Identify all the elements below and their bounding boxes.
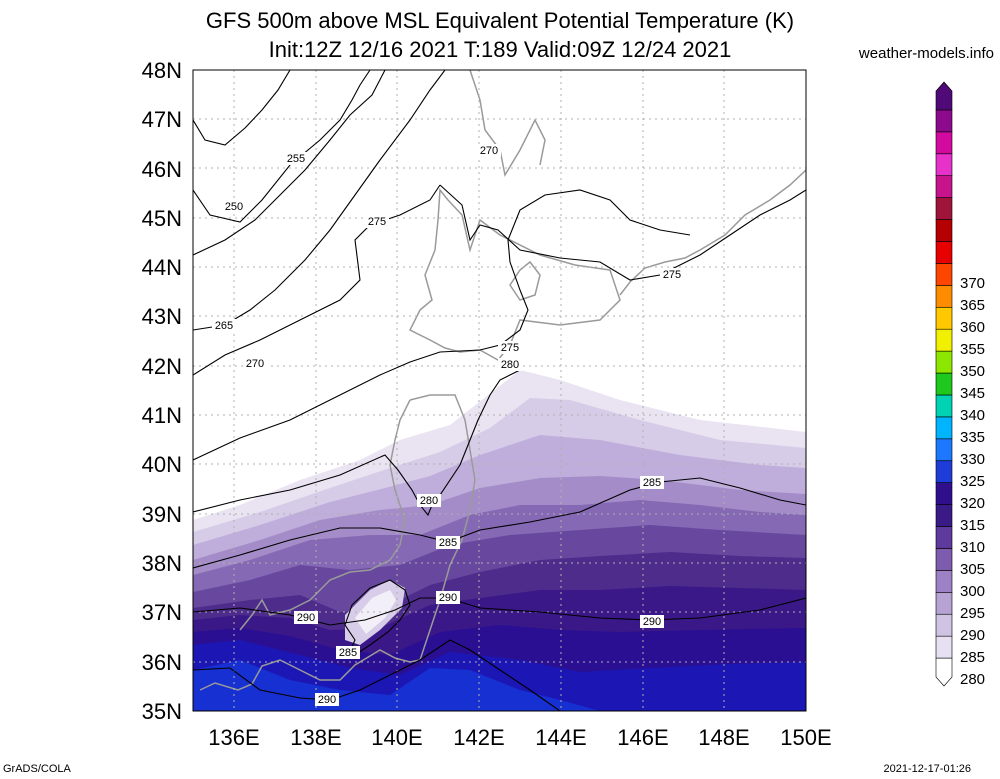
- contour-label: 280: [501, 359, 519, 371]
- lon-label: 138E: [290, 725, 341, 750]
- contour-label: 275: [501, 342, 519, 354]
- colorbar-label: 315: [960, 517, 985, 534]
- contour-label: 290: [318, 694, 336, 706]
- colorbar-swatch: [935, 328, 953, 352]
- lon-label: 150E: [780, 725, 831, 750]
- map-frame: [192, 69, 807, 712]
- lat-label: 39N: [142, 502, 182, 527]
- colorbar-swatch: [935, 416, 953, 440]
- colorbar-swatch: [935, 548, 953, 571]
- colorbar-swatch: [935, 635, 953, 659]
- contour-label: 290: [297, 612, 315, 624]
- colorbar-swatch: [935, 175, 953, 198]
- lat-label: 46N: [142, 157, 182, 182]
- contour-label: 285: [339, 647, 357, 659]
- lat-label: 48N: [142, 58, 182, 83]
- colorbar-label: 370: [960, 275, 985, 292]
- colorbar-swatch: [935, 438, 953, 462]
- colorbar-label: 365: [960, 297, 985, 314]
- colorbar-label: 355: [960, 341, 985, 358]
- lon-label: 148E: [698, 725, 749, 750]
- lat-label: 36N: [142, 650, 182, 675]
- colorbar-label: 345: [960, 385, 985, 402]
- colorbar-swatch: [935, 394, 953, 418]
- contour-label: 280: [420, 495, 438, 507]
- contour-label: 250: [225, 201, 243, 213]
- contour-label: 265: [215, 320, 233, 332]
- lat-label: 40N: [142, 452, 182, 477]
- colorbar-label: 330: [960, 451, 985, 468]
- colorbar-label: 305: [960, 561, 985, 578]
- colorbar-label: 310: [960, 539, 985, 556]
- source-site: weather-models.info: [858, 45, 994, 62]
- colorbar-swatch: [935, 460, 953, 483]
- colorbar-swatch: [935, 504, 953, 527]
- colorbar-swatch: [935, 131, 953, 155]
- lon-label: 140E: [371, 725, 422, 750]
- colorbar-swatch: [935, 306, 953, 330]
- latitude-axis: 48N 47N 46N 45N 44N 43N 42N 41N 40N 39N …: [142, 58, 182, 724]
- colorbar-label: 300: [960, 583, 985, 600]
- contour-label: 270: [246, 358, 264, 370]
- contour-label: 255: [287, 153, 305, 165]
- lat-label: 45N: [142, 206, 182, 231]
- colorbar-label: 320: [960, 495, 985, 512]
- lat-label: 38N: [142, 551, 182, 576]
- contour-label: 275: [663, 269, 681, 281]
- colorbar-swatch: [935, 241, 953, 264]
- colorbar-swatch: [935, 570, 953, 593]
- footer-timestamp: 2021-12-17-01:26: [883, 763, 971, 775]
- colorbar-label: 280: [960, 671, 985, 688]
- colorbar-swatch: [935, 263, 953, 286]
- lon-label: 146E: [617, 725, 668, 750]
- lat-label: 37N: [142, 600, 182, 625]
- contour-labels: 255 250 275 270 265 270 275 275 280 280 …: [212, 144, 684, 706]
- contour-label: 285: [439, 537, 457, 549]
- contour-label: 270: [480, 145, 498, 157]
- colorbar-swatch: [935, 285, 953, 308]
- lat-label: 44N: [142, 255, 182, 280]
- colorbar-swatch: [935, 526, 953, 549]
- graticule: [193, 70, 806, 711]
- lat-label: 43N: [142, 304, 182, 329]
- colorbar-swatch: [935, 109, 953, 133]
- colorbar-label: 325: [960, 473, 985, 490]
- colorbar-label: 290: [960, 627, 985, 644]
- colorbar-swatch: [935, 482, 953, 505]
- colorbar-swatch: [935, 81, 953, 111]
- footer-credit: GrADS/COLA: [3, 763, 71, 775]
- longitude-axis: 136E 138E 140E 142E 144E 146E 148E 150E: [208, 725, 831, 750]
- map-subtitle: Init:12Z 12/16 2021 T:189 Valid:09Z 12/2…: [268, 37, 732, 62]
- lon-label: 144E: [535, 725, 586, 750]
- colorbar-label: 295: [960, 605, 985, 622]
- colorbar-labels: 280 285 290 295 300 305 310 315 320 325 …: [960, 275, 985, 688]
- colorbar-swatch: [935, 219, 953, 242]
- contour-label: 290: [439, 592, 457, 604]
- lat-label: 35N: [142, 699, 182, 724]
- lon-label: 142E: [453, 725, 504, 750]
- colorbar-swatch: [935, 591, 953, 615]
- colorbar-label: 340: [960, 407, 985, 424]
- colorbar-label: 335: [960, 429, 985, 446]
- colorbar-swatch: [935, 197, 953, 220]
- colorbar-swatch: [935, 153, 953, 177]
- colorbar-swatch: [935, 350, 953, 374]
- lon-label: 136E: [208, 725, 259, 750]
- map-title: GFS 500m above MSL Equivalent Potential …: [205, 8, 795, 33]
- lat-label: 47N: [142, 107, 182, 132]
- contour-label: 275: [368, 216, 386, 228]
- lat-label: 41N: [142, 403, 182, 428]
- contour-label: 290: [643, 616, 661, 628]
- contour-label: 285: [643, 477, 661, 489]
- colorbar-swatch: [935, 657, 953, 687]
- colorbar-label: 285: [960, 649, 985, 666]
- colorbar-swatch: [935, 613, 953, 637]
- colorbar: [935, 81, 953, 687]
- lat-label: 42N: [142, 354, 182, 379]
- colorbar-label: 360: [960, 319, 985, 336]
- colorbar-label: 350: [960, 363, 985, 380]
- colorbar-swatch: [935, 372, 953, 396]
